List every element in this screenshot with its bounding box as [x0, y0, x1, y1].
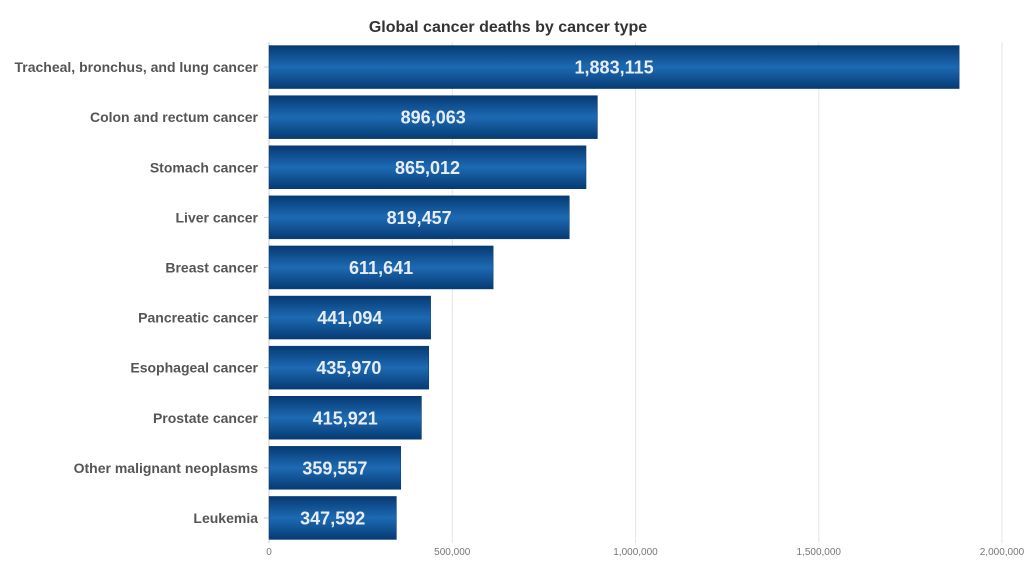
bar [268, 345, 430, 390]
category-label: Pancreatic cancer [138, 310, 258, 326]
value-label: 435,970 [316, 358, 381, 378]
category-label: Prostate cancer [153, 410, 259, 426]
bar [268, 145, 587, 189]
value-label: 415,921 [313, 408, 378, 428]
bar [268, 245, 494, 290]
chart-title: Global cancer deaths by cancer type [369, 19, 647, 36]
bar [268, 95, 598, 139]
value-label: 347,592 [300, 508, 365, 528]
bar [268, 496, 397, 540]
value-label: 819,457 [387, 208, 452, 228]
category-label: Stomach cancer [150, 159, 259, 175]
category-label: Colon and rectum cancer [90, 109, 259, 125]
x-tick-label: 1,500,000 [797, 547, 842, 558]
bar [268, 446, 402, 490]
category-label: Tracheal, bronchus, and lung cancer [14, 59, 258, 75]
category-label: Breast cancer [165, 259, 258, 275]
value-labels: 1,883,115 896,063 865,012 819,457 611,641 441… [300, 58, 653, 529]
value-label: 896,063 [401, 108, 466, 128]
category-label: Other malignant neoplasms [74, 460, 259, 476]
category-label: Liver cancer [176, 209, 259, 225]
value-label: 611,641 [349, 258, 413, 278]
category-labels: Tracheal, bronchus, and lung cancer Colon… [14, 59, 258, 526]
value-label: 441,094 [317, 308, 382, 328]
bar [268, 45, 960, 89]
value-label: 865,012 [395, 158, 460, 178]
bar [268, 195, 570, 240]
value-label: 1,883,115 [575, 58, 654, 78]
x-axis-tick-labels: 0 500,000 1,000,000 1,500,000 2,000,000 [266, 547, 1024, 558]
x-tick-label: 1,000,000 [613, 547, 658, 558]
category-label: Leukemia [193, 510, 258, 526]
x-tick-label: 0 [266, 547, 272, 558]
bars [268, 45, 960, 540]
bar [268, 396, 422, 440]
category-label: Esophageal cancer [130, 360, 258, 376]
x-tick-label: 500,000 [434, 547, 471, 558]
bar [268, 295, 431, 340]
x-tick-label: 2,000,000 [980, 547, 1024, 558]
value-label: 359,557 [302, 458, 367, 478]
